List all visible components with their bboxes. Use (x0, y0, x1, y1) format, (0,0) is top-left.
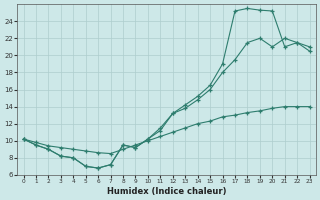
X-axis label: Humidex (Indice chaleur): Humidex (Indice chaleur) (107, 187, 226, 196)
